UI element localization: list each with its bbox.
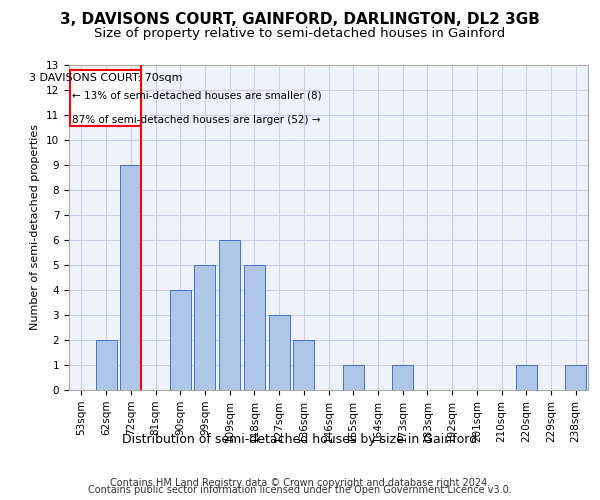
Bar bbox=[120, 165, 141, 390]
Text: Size of property relative to semi-detached houses in Gainford: Size of property relative to semi-detach… bbox=[94, 28, 506, 40]
Bar bbox=[343, 365, 364, 390]
Text: ← 13% of semi-detached houses are smaller (8): ← 13% of semi-detached houses are smalle… bbox=[72, 90, 322, 101]
Bar bbox=[95, 340, 116, 390]
Bar bbox=[194, 265, 215, 390]
Text: Contains HM Land Registry data © Crown copyright and database right 2024.: Contains HM Land Registry data © Crown c… bbox=[110, 478, 490, 488]
Bar bbox=[565, 365, 586, 390]
Text: 3 DAVISONS COURT: 70sqm: 3 DAVISONS COURT: 70sqm bbox=[29, 73, 182, 83]
Bar bbox=[219, 240, 240, 390]
Bar bbox=[170, 290, 191, 390]
Text: Contains public sector information licensed under the Open Government Licence v3: Contains public sector information licen… bbox=[88, 485, 512, 495]
Bar bbox=[293, 340, 314, 390]
Bar bbox=[269, 315, 290, 390]
Bar bbox=[516, 365, 537, 390]
Y-axis label: Number of semi-detached properties: Number of semi-detached properties bbox=[31, 124, 40, 330]
FancyBboxPatch shape bbox=[70, 70, 141, 126]
Bar bbox=[392, 365, 413, 390]
Bar bbox=[244, 265, 265, 390]
Text: Distribution of semi-detached houses by size in Gainford: Distribution of semi-detached houses by … bbox=[122, 432, 478, 446]
Text: 3, DAVISONS COURT, GAINFORD, DARLINGTON, DL2 3GB: 3, DAVISONS COURT, GAINFORD, DARLINGTON,… bbox=[60, 12, 540, 28]
Text: 87% of semi-detached houses are larger (52) →: 87% of semi-detached houses are larger (… bbox=[72, 115, 321, 125]
